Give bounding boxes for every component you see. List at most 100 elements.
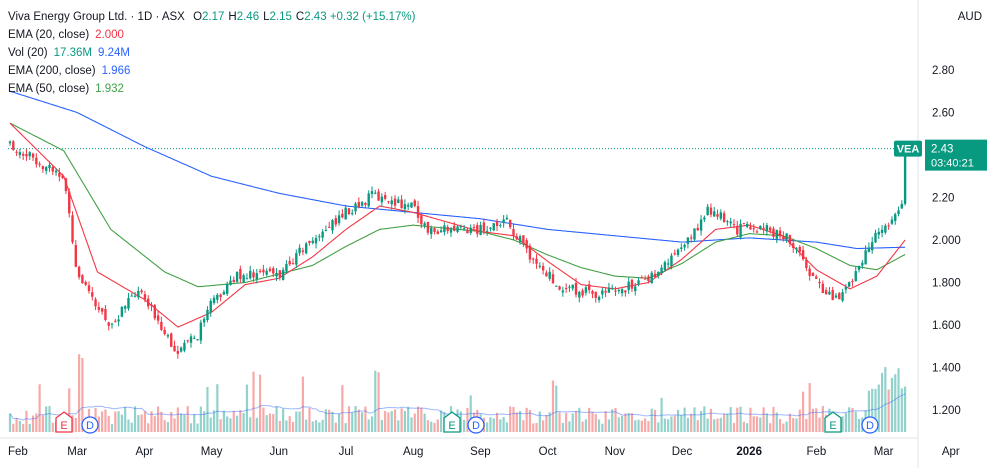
candle-body	[314, 238, 318, 244]
earnings-marker-label: E	[448, 420, 455, 432]
candle-body	[785, 233, 788, 240]
candle-body	[466, 229, 469, 234]
volume-bar	[275, 406, 278, 432]
volume-bar	[581, 421, 584, 432]
indicator-row[interactable]: EMA (20, close) 2.000	[8, 26, 415, 44]
volume-bar	[426, 420, 430, 432]
volume-bar	[28, 423, 31, 432]
volume-bar	[588, 407, 591, 432]
candle-body	[81, 275, 84, 284]
earnings-marker-label: E	[60, 420, 67, 432]
volume-bar	[163, 420, 166, 432]
candle-body	[311, 240, 314, 244]
volume-bar	[594, 414, 597, 432]
indicator-row[interactable]: EMA (50, close) 1.932	[8, 80, 415, 98]
volume-bar	[736, 407, 739, 432]
candle-body	[653, 273, 657, 278]
volume-bar	[894, 374, 897, 432]
legend: Viva Energy Group Ltd. · 1D · ASX O2.17 H…	[8, 8, 415, 98]
volume-bar	[857, 418, 861, 432]
candle-body	[97, 306, 101, 310]
indicator-label: EMA (200, close)	[8, 65, 96, 77]
volume-bar	[133, 406, 137, 432]
indicator-row[interactable]: Vol (20) 17.36M 9.24M	[8, 44, 415, 62]
volume-bar	[308, 407, 311, 432]
volume-bar	[686, 417, 690, 432]
volume-bar	[900, 388, 903, 432]
candle-body	[377, 191, 380, 201]
earnings-marker-icon[interactable]	[824, 411, 842, 433]
candle-body	[555, 285, 558, 287]
candle-body	[847, 282, 851, 287]
candle-body	[91, 292, 94, 297]
volume-bar	[212, 410, 216, 432]
candle-body	[400, 199, 403, 209]
candle-body	[512, 229, 515, 236]
volume-bar	[226, 416, 229, 432]
candle-body	[199, 322, 203, 341]
volume-bar	[755, 416, 759, 432]
candle-body	[367, 193, 370, 207]
volume-bar	[729, 407, 732, 432]
candle-body	[713, 211, 716, 217]
volume-bar	[565, 412, 568, 432]
volume-bar	[347, 406, 351, 432]
candle-body	[801, 250, 805, 260]
candle-body	[265, 270, 268, 275]
candle-body	[272, 268, 275, 274]
candle-body	[71, 215, 74, 243]
candle-body	[772, 228, 775, 237]
volume-bar	[272, 413, 275, 432]
ohlc-key-l: L	[263, 11, 270, 23]
indicator-row[interactable]: EMA (200, close) 1.966	[8, 62, 415, 80]
volume-bar	[173, 418, 176, 432]
candle-body	[8, 141, 12, 144]
volume-bar	[295, 411, 298, 432]
volume-bar	[8, 413, 12, 432]
volume-bar	[147, 423, 150, 432]
volume-bar	[693, 407, 696, 432]
volume-bar	[81, 358, 84, 432]
volume-bar	[874, 388, 877, 432]
ema50-line	[9, 122, 906, 288]
candle-body	[545, 272, 548, 277]
candle-body	[186, 340, 189, 342]
candle-body	[357, 202, 361, 207]
volume-bar	[778, 419, 782, 432]
volume-bar	[354, 406, 357, 432]
candle-body	[795, 248, 798, 250]
volume-bar	[545, 415, 548, 432]
volume-bar	[183, 414, 186, 432]
dividend-marker-icon[interactable]	[861, 416, 879, 434]
symbol-row: Viva Energy Group Ltd. · 1D · ASX O2.17 H…	[8, 8, 415, 26]
candle-body	[449, 228, 453, 233]
dividend-marker-icon[interactable]	[467, 416, 485, 434]
candle-body	[818, 281, 821, 284]
x-tick-label: Apr	[135, 446, 153, 458]
candle-body	[643, 278, 647, 280]
candle-body	[548, 271, 551, 279]
x-tick-label: Feb	[8, 446, 28, 458]
currency-label[interactable]: AUD	[957, 11, 982, 23]
volume-bar	[150, 411, 153, 432]
candle-body	[597, 296, 601, 301]
volume-bar	[690, 413, 693, 432]
earnings-marker-icon[interactable]	[443, 411, 461, 433]
dividend-marker-icon[interactable]	[81, 416, 99, 434]
ohlc-key-o: O	[193, 11, 203, 23]
volume-bar	[611, 409, 614, 432]
candle-body	[518, 236, 522, 242]
candle-body	[54, 170, 58, 173]
candle-body	[532, 258, 535, 260]
candle-body	[328, 226, 331, 228]
candle-body	[828, 291, 831, 295]
earnings-marker-icon[interactable]	[55, 411, 73, 433]
candle-body	[561, 290, 565, 293]
dividend-marker-label: D	[866, 420, 874, 432]
candle-body	[446, 226, 449, 232]
volume-bar	[239, 410, 242, 432]
candle-body	[156, 315, 160, 321]
candle-body	[657, 271, 660, 276]
